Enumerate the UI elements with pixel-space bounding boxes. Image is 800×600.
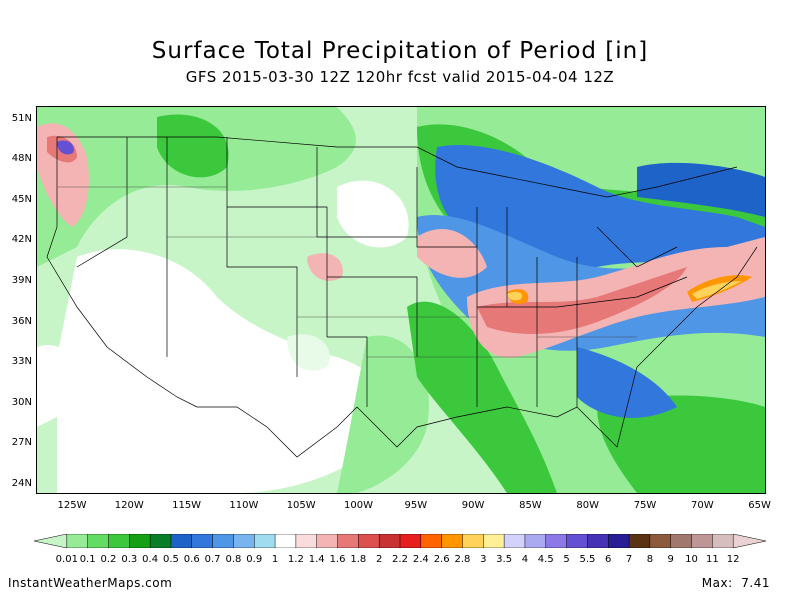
latitude-label: 24N [11, 478, 32, 489]
colorbar-tick-label: 4 [521, 554, 529, 565]
colorbar-swatch [191, 534, 214, 548]
map-title: Surface Total Precipitation of Period [i… [151, 38, 649, 64]
colorbar [34, 534, 766, 548]
colorbar-swatch [566, 534, 589, 548]
colorbar-swatch [649, 534, 672, 548]
colorbar-tick-label: 1.6 [329, 554, 346, 565]
colorbar-tick-label: 4.5 [537, 554, 554, 565]
colorbar-swatch [295, 534, 318, 548]
colorbar-swatch [378, 534, 401, 548]
colorbar-swatch [628, 534, 651, 548]
latitude-label: 42N [11, 234, 32, 245]
colorbar-tick-label: 5.5 [579, 554, 596, 565]
colorbar-swatch [212, 534, 235, 548]
colorbar-swatch [691, 534, 714, 548]
colorbar-swatch [108, 534, 131, 548]
colorbar-tick-label: 0.4 [142, 554, 159, 565]
colorbar-swatch [129, 534, 151, 548]
colorbar-tick-label: 1.8 [350, 554, 367, 565]
colorbar-swatch [358, 534, 380, 548]
colorbar-swatch [670, 534, 693, 548]
longitude-label: 115W [172, 500, 202, 511]
colorbar-tick-label: 3.5 [496, 554, 513, 565]
latitude-label: 45N [11, 194, 32, 205]
colorbar-swatch [233, 534, 255, 548]
colorbar-swatch [316, 534, 339, 548]
latitude-label: 30N [11, 397, 32, 408]
colorbar-swatch [712, 534, 734, 548]
colorbar-swatch [274, 534, 297, 548]
source-label: InstantWeatherMaps.com [8, 576, 173, 590]
colorbar-tick-label: 0.9 [246, 554, 263, 565]
colorbar-tick-label: 0.01 [55, 554, 78, 565]
colorbar-swatch [149, 534, 172, 548]
precipitation-map [36, 106, 766, 494]
longitude-label: 105W [286, 500, 316, 511]
precipitation-map-graphic [37, 107, 765, 493]
longitude-label: 65W [748, 500, 771, 511]
colorbar-tick-label: 0.1 [79, 554, 96, 565]
colorbar-tick-label: 2.2 [392, 554, 408, 565]
latitude-label: 51N [11, 113, 32, 124]
colorbar-swatch [607, 534, 630, 548]
longitude-label: 120W [114, 500, 144, 511]
colorbar-tick-label: 6 [605, 554, 612, 565]
colorbar-swatch [253, 534, 276, 548]
colorbar-tick-label: 2.8 [454, 554, 471, 565]
colorbar-tick-label: 0.5 [162, 554, 179, 565]
latitude-label: 48N [11, 153, 32, 164]
colorbar-tick-label: 1.4 [308, 554, 325, 565]
longitude-label: 125W [57, 500, 87, 511]
colorbar-swatch [587, 534, 609, 548]
max-value: 7.41 [741, 576, 770, 590]
colorbar-tick-label: 11 [705, 554, 719, 565]
colorbar-tick-label: 0.3 [121, 554, 138, 565]
colorbar-tick-label: 0.6 [183, 554, 200, 565]
colorbar-tick-label: 0.2 [100, 554, 117, 565]
colorbar-swatch [420, 534, 443, 548]
max-label: Max: [701, 576, 733, 590]
colorbar-tick-label: 12 [726, 554, 740, 565]
longitude-label: 110W [229, 500, 259, 511]
max-value-label: Max: 7.41 [702, 576, 770, 590]
latitude-label: 27N [11, 437, 32, 448]
colorbar-swatch [545, 534, 568, 548]
colorbar-swatch [441, 534, 464, 548]
colorbar-tick-label: 0.8 [225, 554, 242, 565]
colorbar-tick-label: 7 [625, 554, 633, 565]
colorbar-swatch [87, 534, 110, 548]
longitude-label: 85W [519, 500, 542, 511]
map-subtitle: GFS 2015-03-30 12Z 120hr fcst valid 2015… [185, 68, 615, 86]
colorbar-tick-label: 2 [375, 554, 383, 565]
longitude-label: 70W [690, 500, 714, 511]
colorbar-tick-label: 3 [480, 554, 487, 565]
colorbar-swatch [462, 534, 485, 548]
colorbar-swatch [34, 534, 68, 548]
colorbar-swatch [170, 534, 193, 548]
colorbar-swatch [524, 534, 547, 548]
colorbar-tick-label: 1 [271, 554, 279, 565]
colorbar-swatch [66, 534, 89, 548]
colorbar-tick-label: 9 [667, 554, 674, 565]
colorbar-tick-label: 2.4 [412, 554, 429, 565]
colorbar-swatch [399, 534, 422, 548]
longitude-label: 90W [461, 500, 485, 511]
latitude-label: 33N [11, 356, 32, 367]
colorbar-tick-label: 8 [646, 554, 654, 565]
colorbar-swatch [732, 534, 766, 548]
colorbar-tick-label: 10 [685, 554, 698, 565]
colorbar-swatch [483, 534, 505, 548]
longitude-label: 75W [633, 500, 657, 511]
colorbar-swatch [337, 534, 360, 548]
latitude-label: 39N [11, 275, 32, 286]
longitude-label: 100W [344, 500, 373, 511]
colorbar-swatch [503, 534, 526, 548]
longitude-label: 95W [404, 500, 428, 511]
longitude-label: 80W [576, 500, 599, 511]
colorbar-tick-label: 1.2 [287, 554, 304, 565]
colorbar-tick-label: 2.6 [433, 554, 450, 565]
colorbar-tick-label: 5 [563, 554, 570, 565]
latitude-label: 36N [11, 316, 32, 327]
colorbar-tick-label: 0.7 [204, 554, 221, 565]
